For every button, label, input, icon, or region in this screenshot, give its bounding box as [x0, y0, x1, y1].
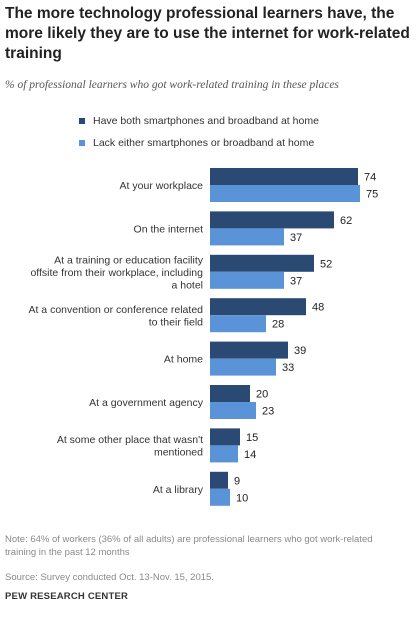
value-label: 10: [236, 492, 248, 504]
bar-group: At a training or education facilityoffsi…: [30, 254, 332, 291]
bar-group: At your workplace 74 75: [120, 168, 378, 202]
bar-have-both: [210, 471, 228, 489]
bar-have-both: [210, 168, 358, 185]
bar-lack-either: [210, 185, 360, 202]
bar-lack-either: [210, 228, 284, 246]
value-label: 48: [312, 302, 324, 314]
bar-group: On the internet 62 37: [134, 211, 352, 246]
bar-have-both: [210, 298, 306, 316]
category-label: mentioned: [154, 447, 203, 459]
value-label: 28: [272, 319, 284, 331]
category-label: At some other place that wasn't: [57, 434, 203, 446]
value-label: 39: [294, 345, 306, 357]
category-label: offsite from their workplace, including: [30, 267, 203, 279]
bar-lack-either: [210, 445, 238, 463]
bar-group: At some other place that wasn'tmentioned…: [57, 428, 258, 463]
category-label: At home: [164, 354, 203, 366]
bar-lack-either: [210, 315, 266, 333]
bar-lack-either: [210, 358, 276, 376]
chart-note: Note: 64% of workers (36% of all adults)…: [5, 534, 373, 558]
bar-have-both: [210, 254, 314, 272]
legend-item-lack-either: Lack either smartphones or broadband at …: [79, 132, 319, 154]
legend-label-lack-either: Lack either smartphones or broadband at …: [93, 137, 315, 149]
legend-swatch-have-both: [79, 118, 85, 124]
category-label: At a library: [153, 484, 204, 496]
value-label: 52: [320, 258, 332, 270]
value-label: 15: [246, 432, 258, 444]
category-label: At a convention or conference related: [28, 304, 203, 316]
value-label: 74: [364, 172, 376, 184]
value-label: 23: [262, 406, 274, 418]
bar-group: At a government agency 20 23: [89, 385, 274, 419]
chart-subtitle: % of professional learners who got work-…: [5, 79, 339, 91]
bar-lack-either: [210, 402, 256, 419]
value-label: 37: [290, 232, 302, 244]
bar-group: At a library 9 10: [153, 471, 248, 506]
organization-name: PEW RESEARCH CENTER: [5, 591, 129, 602]
chart-source: Source: Survey conducted Oct. 13-Nov. 15…: [5, 572, 214, 583]
legend-label-have-both: Have both smartphones and broadband at h…: [93, 115, 319, 127]
category-label: At your workplace: [120, 180, 204, 192]
bar-lack-either: [210, 488, 230, 506]
value-label: 20: [256, 389, 268, 401]
chart-title: The more technology professional learner…: [5, 5, 410, 62]
value-label: 9: [234, 475, 240, 487]
bar-group: At a convention or conference relatedto …: [28, 298, 324, 333]
value-label: 75: [366, 189, 378, 201]
value-label: 14: [244, 449, 256, 461]
category-label: At a training or education facility: [54, 254, 204, 266]
bar-have-both: [210, 385, 250, 402]
legend-item-have-both: Have both smartphones and broadband at h…: [79, 110, 319, 132]
value-label: 33: [282, 362, 294, 374]
bar-have-both: [210, 341, 288, 359]
bar-lack-either: [210, 271, 284, 289]
bar-have-both: [210, 211, 334, 229]
category-label: At a government agency: [89, 397, 204, 409]
value-label: 37: [290, 275, 302, 287]
category-label: to their field: [149, 316, 203, 328]
legend-swatch-lack-either: [79, 140, 85, 146]
chart-legend: Have both smartphones and broadband at h…: [79, 110, 319, 154]
value-label: 62: [340, 215, 352, 227]
category-label: a hotel: [171, 279, 203, 291]
bar-have-both: [210, 428, 240, 446]
category-label: On the internet: [134, 223, 204, 235]
